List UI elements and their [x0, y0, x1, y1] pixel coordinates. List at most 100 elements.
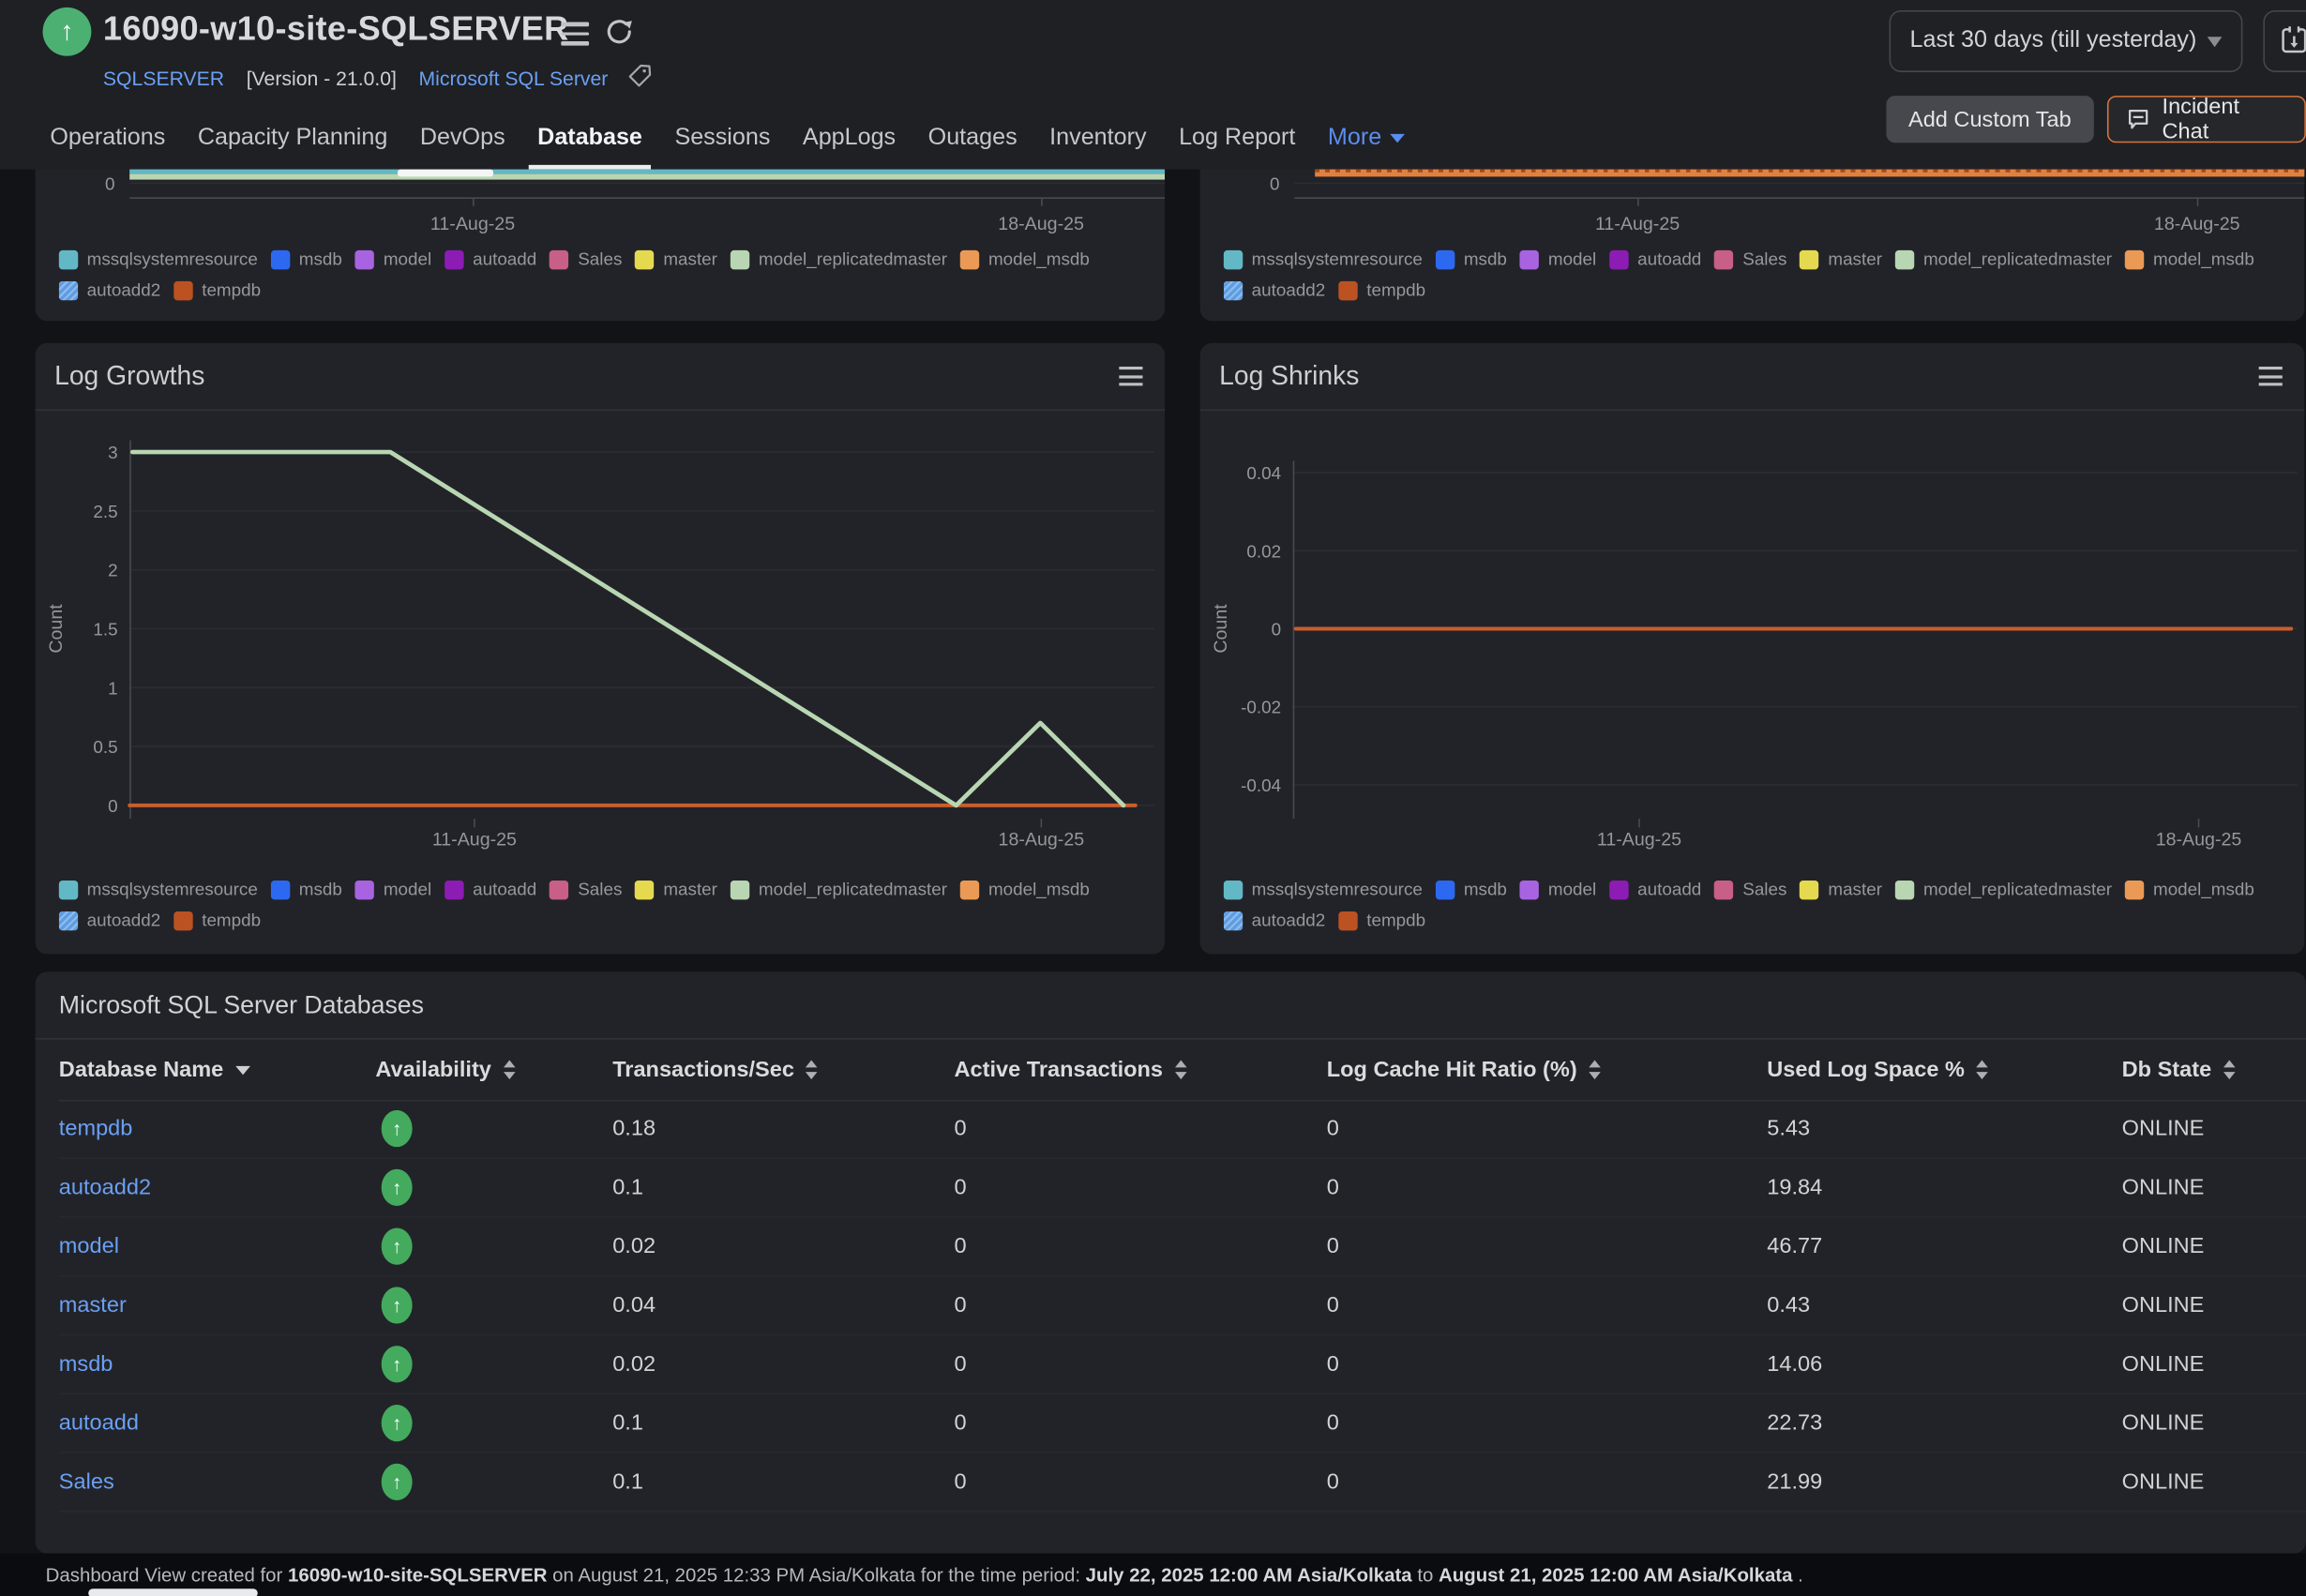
legend-label: autoadd2 — [87, 279, 161, 300]
svg-text:11-Aug-25: 11-Aug-25 — [432, 829, 517, 850]
db-link-autoadd2[interactable]: autoadd2 — [59, 1175, 151, 1200]
time-range-selector[interactable]: Last 30 days (till yesterday) — [1890, 10, 2243, 72]
tab-label: Capacity Planning — [198, 125, 388, 151]
legend-item-model-msdb[interactable]: model_msdb — [2125, 879, 2254, 899]
legend-item-tempdb[interactable]: tempdb — [173, 279, 261, 300]
legend-item-msdb[interactable]: msdb — [271, 879, 342, 899]
availability-up-icon: ↑ — [382, 1405, 413, 1441]
legend-item-master[interactable]: master — [1801, 879, 1882, 899]
incident-chat-button[interactable]: Incident Chat — [2107, 96, 2306, 143]
legend-item-tempdb[interactable]: tempdb — [1338, 910, 1425, 930]
legend-item-autoadd[interactable]: autoadd — [1609, 879, 1701, 899]
legend-item-model-msdb[interactable]: model_msdb — [960, 248, 1090, 269]
tag-icon[interactable] — [627, 64, 653, 93]
legend-item-mssqlsystemresource[interactable]: mssqlsystemresource — [59, 248, 258, 269]
sort-desc-icon — [235, 1065, 250, 1074]
legend-item-mssqlsystemresource[interactable]: mssqlsystemresource — [1224, 879, 1423, 899]
report-export-button[interactable] — [2263, 10, 2306, 72]
legend-item-master[interactable]: master — [636, 879, 717, 899]
legend-item-tempdb[interactable]: tempdb — [1338, 279, 1425, 300]
tab-capacity-planning[interactable]: Capacity Planning — [195, 114, 391, 169]
legend-item-sales[interactable]: Sales — [1714, 879, 1786, 899]
column-header-active-transactions[interactable]: Active Transactions — [954, 1057, 1326, 1082]
horizontal-scrollbar-thumb[interactable] — [88, 1588, 258, 1596]
footer-bold-text: 16090-w10-site-SQLSERVER — [288, 1564, 547, 1587]
legend-item-model-msdb[interactable]: model_msdb — [2125, 248, 2254, 269]
legend-item-master[interactable]: master — [636, 248, 717, 269]
legend-item-master[interactable]: master — [1801, 248, 1882, 269]
tab-operations[interactable]: Operations — [47, 114, 168, 169]
db-link-master[interactable]: master — [59, 1293, 127, 1318]
tab-devops[interactable]: DevOps — [417, 114, 508, 169]
legend-item-tempdb[interactable]: tempdb — [173, 910, 261, 930]
legend-item-sales[interactable]: Sales — [550, 879, 622, 899]
legend-item-sales[interactable]: Sales — [1714, 248, 1786, 269]
legend-item-msdb[interactable]: msdb — [271, 248, 342, 269]
legend-item-msdb[interactable]: msdb — [1436, 248, 1507, 269]
db-link-tempdb[interactable]: tempdb — [59, 1116, 133, 1141]
svg-text:11-Aug-25: 11-Aug-25 — [1597, 829, 1681, 850]
legend-item-autoadd[interactable]: autoadd — [1609, 248, 1701, 269]
tab-inventory[interactable]: Inventory — [1047, 114, 1150, 169]
refresh-icon[interactable] — [604, 16, 635, 54]
column-header-transactions-sec[interactable]: Transactions/Sec — [612, 1057, 954, 1082]
legend-item-autoadd2[interactable]: autoadd2 — [59, 279, 160, 300]
svg-text:18-Aug-25: 18-Aug-25 — [999, 829, 1085, 850]
legend-label: tempdb — [202, 279, 261, 300]
legend-item-model-msdb[interactable]: model_msdb — [960, 879, 1090, 899]
db-link-autoadd[interactable]: autoadd — [59, 1410, 139, 1436]
column-header-used-log-space[interactable]: Used Log Space % — [1767, 1057, 2121, 1082]
legend-item-autoadd2[interactable]: autoadd2 — [59, 910, 160, 930]
db-link-model[interactable]: model — [59, 1234, 119, 1259]
tab-log-report[interactable]: Log Report — [1176, 114, 1299, 169]
series-line-model-replicatedmaster — [129, 173, 1165, 178]
legend-item-mssqlsystemresource[interactable]: mssqlsystemresource — [59, 879, 258, 899]
column-header-db-state[interactable]: Db State — [2122, 1057, 2306, 1082]
monitor-subtitle: SQLSERVER [Version - 21.0.0] Microsoft S… — [103, 64, 653, 93]
monitor-type-link[interactable]: SQLSERVER — [103, 67, 224, 89]
title-menu-icon[interactable] — [561, 23, 589, 45]
legend-item-autoadd2[interactable]: autoadd2 — [1224, 279, 1325, 300]
legend-label: msdb — [299, 248, 342, 269]
legend-item-autoadd[interactable]: autoadd — [445, 248, 536, 269]
legend-item-msdb[interactable]: msdb — [1436, 879, 1507, 899]
cell-active-transactions: 0 — [954, 1351, 1326, 1377]
tab-label: More — [1328, 125, 1381, 151]
cell-used-log-space: 19.84 — [1767, 1175, 2121, 1200]
top-bar: ↑ 16090-w10-site-SQLSERVER SQLSERVER [Ve… — [0, 0, 2306, 170]
add-custom-tab-button[interactable]: Add Custom Tab — [1886, 96, 2093, 143]
legend-item-model[interactable]: model — [355, 248, 431, 269]
legend-label: model_msdb — [988, 248, 1090, 269]
category-link[interactable]: Microsoft SQL Server — [419, 67, 609, 89]
legend-item-mssqlsystemresource[interactable]: mssqlsystemresource — [1224, 248, 1423, 269]
legend-item-model-replicatedmaster[interactable]: model_replicatedmaster — [731, 248, 947, 269]
legend-item-model[interactable]: model — [355, 879, 431, 899]
cell-db-state: ONLINE — [2122, 1351, 2306, 1377]
legend-item-model[interactable]: model — [1520, 879, 1596, 899]
column-header-log-cache-hit-ratio[interactable]: Log Cache Hit Ratio (%) — [1327, 1057, 1767, 1082]
db-link-sales[interactable]: Sales — [59, 1469, 114, 1495]
legend-swatch — [731, 249, 749, 268]
legend-label: Sales — [578, 879, 622, 899]
legend-item-autoadd[interactable]: autoadd — [445, 879, 536, 899]
tab-applogs[interactable]: AppLogs — [800, 114, 898, 169]
legend-item-model-replicatedmaster[interactable]: model_replicatedmaster — [1895, 879, 2112, 899]
tab-sessions[interactable]: Sessions — [671, 114, 773, 169]
monitor-status-up-icon: ↑ — [43, 8, 92, 56]
tab-outages[interactable]: Outages — [926, 114, 1020, 169]
tab-database[interactable]: Database — [535, 114, 645, 169]
column-header-database-name[interactable]: Database Name — [59, 1057, 376, 1082]
legend-swatch — [1895, 249, 1914, 268]
svg-text:-0.04: -0.04 — [1241, 775, 1281, 795]
column-label: Database Name — [59, 1057, 223, 1082]
chart-legend: mssqlsystemresource msdb model autoadd Sales… — [59, 248, 1161, 300]
legend-item-sales[interactable]: Sales — [550, 248, 622, 269]
tab-more[interactable]: More — [1325, 114, 1409, 169]
legend-item-model-replicatedmaster[interactable]: model_replicatedmaster — [731, 879, 947, 899]
legend-item-model[interactable]: model — [1520, 248, 1596, 269]
db-link-msdb[interactable]: msdb — [59, 1351, 113, 1377]
legend-item-autoadd2[interactable]: autoadd2 — [1224, 910, 1325, 930]
cell-transactions-per-sec: 0.1 — [612, 1410, 954, 1436]
column-header-availability[interactable]: Availability — [375, 1057, 612, 1082]
legend-item-model-replicatedmaster[interactable]: model_replicatedmaster — [1895, 248, 2112, 269]
